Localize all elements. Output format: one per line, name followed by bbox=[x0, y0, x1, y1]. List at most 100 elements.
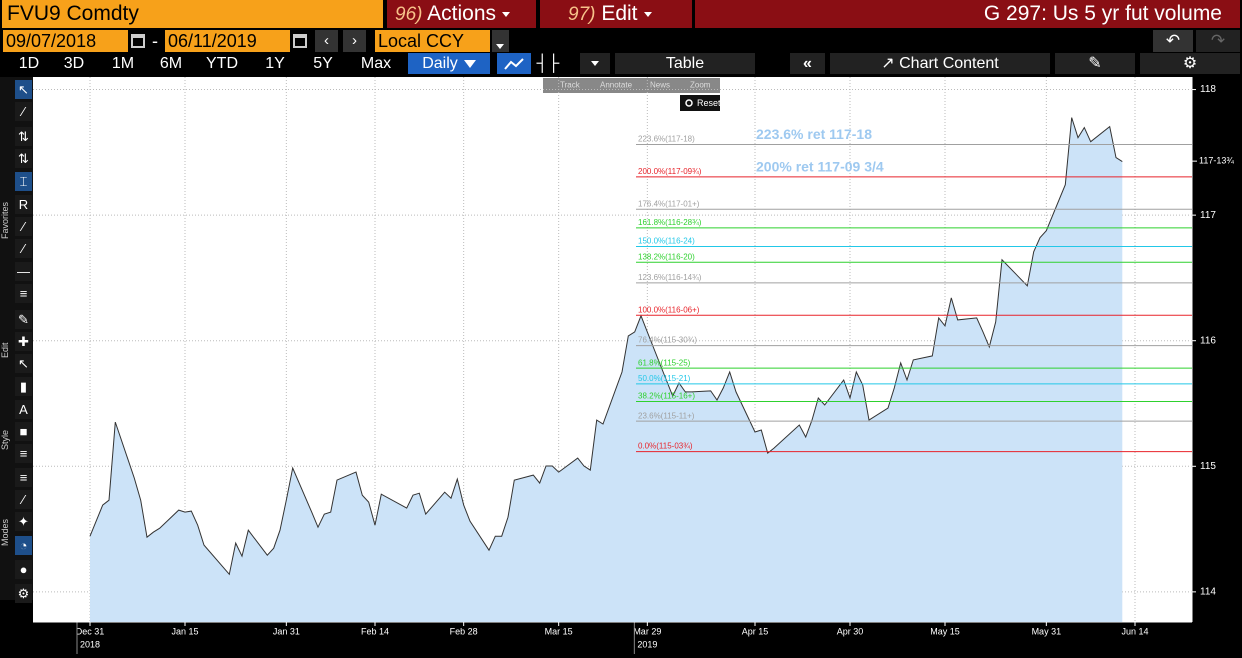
fib-label: 176.4%(117-01+) bbox=[638, 199, 700, 208]
currency-dropdown[interactable] bbox=[492, 30, 509, 52]
x-tick-label: May 31 bbox=[1032, 626, 1062, 636]
y-tick-label: 116 bbox=[1200, 335, 1216, 346]
reset-button[interactable] bbox=[680, 95, 720, 111]
fib-label: 161.8%(116-28¾) bbox=[638, 218, 702, 227]
end-date[interactable]: 06/11/2019 bbox=[165, 30, 290, 52]
tool-icon[interactable]: ∕ bbox=[15, 102, 32, 121]
tool-icon[interactable]: ◔ bbox=[15, 536, 32, 555]
x-tick-label: Mar 29 bbox=[633, 626, 661, 636]
chart-tool-label: Annotate bbox=[600, 81, 633, 90]
tool-icon[interactable]: ≡ bbox=[15, 444, 32, 463]
period-button[interactable]: 6M bbox=[159, 55, 183, 72]
calendar-icon[interactable] bbox=[131, 34, 145, 48]
currency[interactable]: Local CCY bbox=[375, 30, 490, 52]
tool-icon[interactable]: ∕ bbox=[15, 490, 32, 509]
x-tick-label: Feb 28 bbox=[450, 626, 478, 636]
y-tick-label: 115 bbox=[1200, 461, 1216, 472]
x-tick-label: Apr 15 bbox=[742, 626, 769, 636]
period-button[interactable]: 1Y bbox=[265, 55, 285, 72]
frequency-label: Daily bbox=[422, 55, 458, 72]
tool-icon[interactable]: ⇅ bbox=[15, 127, 32, 146]
ticker[interactable]: FVU9 Comdty bbox=[2, 0, 383, 28]
period-button[interactable]: 1M bbox=[111, 55, 135, 72]
tool-icon[interactable]: ↖ bbox=[15, 80, 32, 99]
calendar-icon[interactable] bbox=[293, 34, 307, 48]
tool-icon[interactable]: ✎ bbox=[15, 310, 32, 329]
annotation: 200% ret 117-09 3/4 bbox=[756, 159, 884, 175]
chart-type-dropdown[interactable] bbox=[580, 53, 610, 74]
menu-number: 96) bbox=[395, 4, 423, 25]
x-tick-label: Dec 31 bbox=[76, 626, 105, 636]
tool-icon[interactable]: R bbox=[15, 195, 32, 214]
reset-icon bbox=[685, 99, 693, 107]
settings-button[interactable]: ⚙ bbox=[1140, 53, 1240, 74]
fib-label: 61.8%(115-25) bbox=[638, 358, 691, 367]
chart: Reset 114 115 116 117 118 Dec 31 Jan 15 Jan 31 F… bbox=[33, 77, 1234, 654]
tool-icon[interactable]: — bbox=[15, 262, 32, 281]
tool-icon[interactable]: ▮ bbox=[15, 377, 32, 396]
tool-icon[interactable]: ⇅ bbox=[15, 149, 32, 168]
redo-button[interactable]: ↷ bbox=[1196, 30, 1240, 52]
period-button[interactable]: Max bbox=[360, 55, 392, 72]
tool-icon[interactable]: ↖ bbox=[15, 354, 32, 373]
menu-label: Edit bbox=[601, 2, 638, 25]
chart-content-button[interactable]: ↗ Chart Content bbox=[830, 53, 1050, 74]
tool-icon[interactable]: ∕ bbox=[15, 239, 32, 258]
x-tick-label: Jan 15 bbox=[171, 626, 198, 636]
period-button[interactable]: 1D bbox=[18, 55, 40, 72]
y-tick-label: 114 bbox=[1200, 587, 1216, 598]
fib-label: 38.2%(115-16+) bbox=[638, 392, 695, 401]
chart-tool-label: Zoom bbox=[690, 81, 711, 90]
tool-icon[interactable]: ≡ bbox=[15, 284, 32, 303]
y-tick-label: 117 bbox=[1200, 210, 1216, 221]
last-price-label: 117-13¾ bbox=[1199, 156, 1234, 166]
tool-icon[interactable]: ✚ bbox=[15, 332, 32, 351]
page-title: G 297: Us 5 yr fut volume bbox=[695, 0, 1240, 28]
menu-number: 97) bbox=[568, 4, 596, 25]
fib-label: 150.0%(116-24) bbox=[638, 237, 695, 246]
edit-menu[interactable]: 97) Edit bbox=[540, 0, 692, 28]
next-button[interactable]: › bbox=[343, 30, 366, 52]
reset-label: Reset bbox=[697, 98, 721, 108]
tool-icon[interactable]: ⌶ bbox=[15, 172, 32, 191]
x-tick-label: Apr 30 bbox=[837, 626, 864, 636]
price-line bbox=[89, 117, 1123, 576]
menu-label: Actions bbox=[427, 2, 497, 25]
tool-icon[interactable]: ∕ bbox=[15, 217, 32, 236]
fib-label: 123.6%(116-14¾) bbox=[638, 273, 702, 282]
tool-icon[interactable]: ● bbox=[15, 560, 32, 579]
annotation: 223.6% ret 117-18 bbox=[756, 126, 872, 142]
x-tick-label: Mar 15 bbox=[545, 626, 573, 636]
fib-label: 23.6%(115-11+) bbox=[638, 411, 695, 420]
collapse-button[interactable]: « bbox=[790, 53, 825, 74]
table-button[interactable]: Table bbox=[615, 53, 755, 74]
edit-chart-button[interactable]: ✎ bbox=[1055, 53, 1135, 74]
prev-button[interactable]: ‹ bbox=[315, 30, 338, 52]
start-date[interactable]: 09/07/2018 bbox=[3, 30, 128, 52]
y-tick-label: 118 bbox=[1200, 84, 1216, 95]
tool-icon[interactable]: ⚙ bbox=[15, 584, 32, 603]
fib-label: 76.4%(115-30¾) bbox=[638, 336, 697, 345]
fib-label: 200.0%(117-09¾) bbox=[638, 167, 702, 176]
fib-label: 138.2%(116-20) bbox=[638, 252, 695, 261]
tool-icon[interactable]: ■ bbox=[15, 422, 32, 441]
fib-label: 223.6%(117-18) bbox=[638, 135, 695, 144]
bar-chart-button[interactable]: ┤├ bbox=[536, 55, 560, 72]
year-label: 2018 bbox=[80, 639, 100, 649]
period-button[interactable]: 3D bbox=[63, 55, 85, 72]
period-button[interactable]: 5Y bbox=[313, 55, 333, 72]
chart-content-label: Chart Content bbox=[899, 55, 999, 72]
line-chart-button[interactable] bbox=[497, 53, 531, 74]
tool-icon[interactable]: ✦ bbox=[15, 512, 32, 531]
actions-menu[interactable]: 96) Actions bbox=[387, 0, 536, 28]
period-button[interactable]: YTD bbox=[206, 55, 238, 72]
line-icon bbox=[504, 58, 524, 70]
tool-icon[interactable]: ≡ bbox=[15, 468, 32, 487]
year-label: 2019 bbox=[637, 639, 657, 649]
fib-label: 0.0%(115-03¾) bbox=[638, 442, 693, 451]
tool-icon[interactable]: A bbox=[15, 400, 32, 419]
x-tick-label: Jan 31 bbox=[273, 626, 300, 636]
undo-button[interactable]: ↶ bbox=[1153, 30, 1193, 52]
frequency-button[interactable]: Daily bbox=[408, 53, 490, 74]
